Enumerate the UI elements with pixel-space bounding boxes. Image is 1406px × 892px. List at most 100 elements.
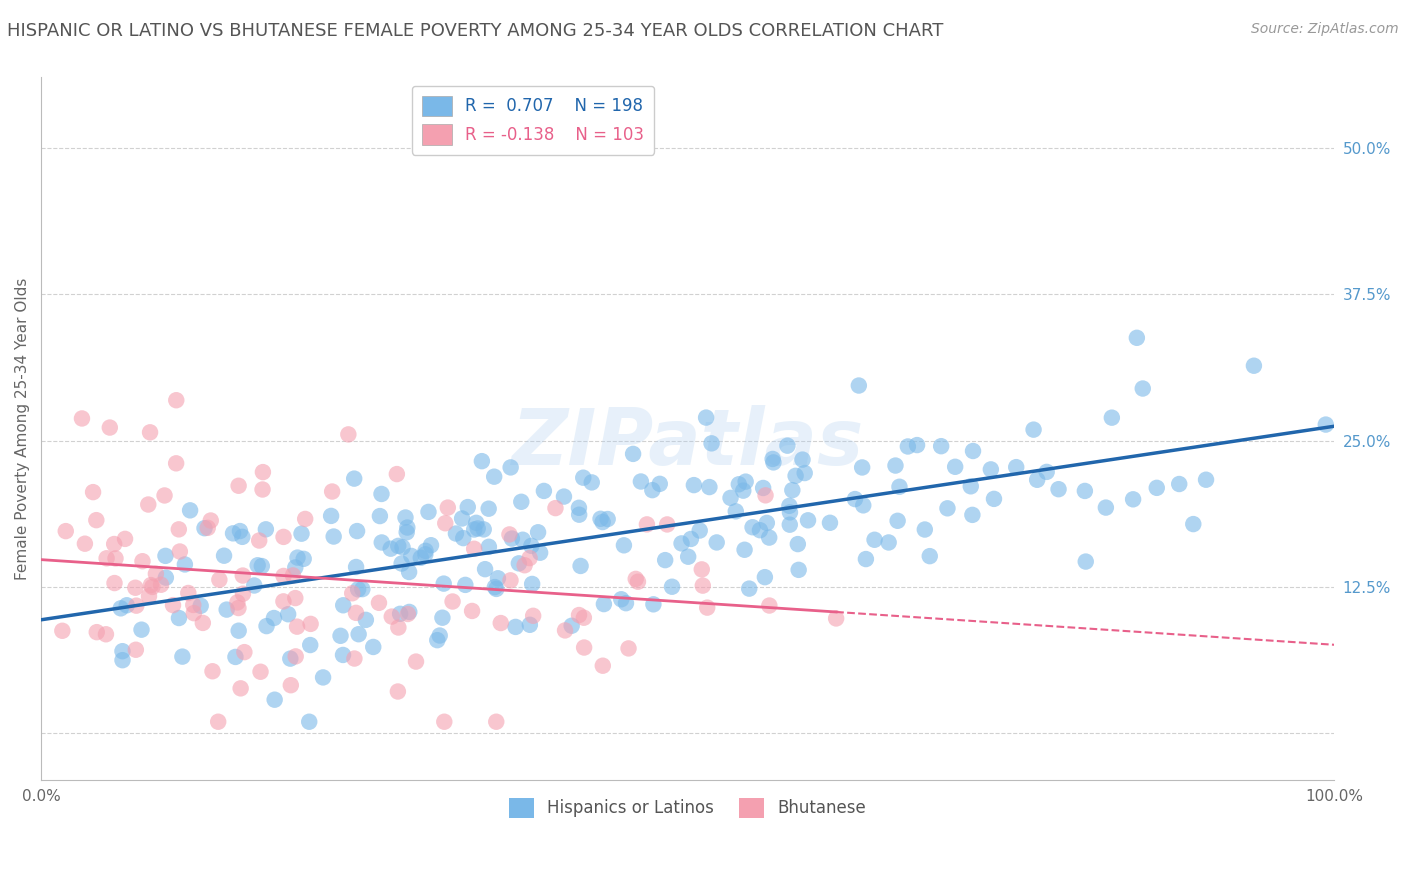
Point (478, 540, 501, 554)
Point (463, 523, 485, 537)
Point (394, 510, 416, 524)
Point (167, 522, 190, 536)
Point (346, 524, 368, 538)
Point (191, 615, 214, 630)
Point (505, 620, 527, 634)
Point (125, 642, 148, 657)
Point (287, 550, 309, 565)
Point (661, 580, 683, 594)
Point (624, 572, 647, 586)
Point (284, 560, 307, 574)
Point (292, 551, 315, 566)
Point (370, 487, 392, 501)
Point (332, 599, 354, 613)
Point (749, 523, 772, 537)
Point (284, 591, 307, 605)
Point (162, 598, 184, 612)
Point (405, 655, 427, 669)
Point (554, 624, 576, 638)
Point (889, 480, 911, 494)
Point (299, 616, 322, 631)
Point (347, 627, 370, 641)
Point (201, 665, 224, 679)
Point (389, 607, 412, 621)
Point (758, 599, 780, 613)
Point (848, 378, 870, 392)
Point (962, 508, 984, 522)
Point (863, 533, 886, 547)
Point (533, 483, 555, 498)
Point (254, 522, 277, 536)
Point (851, 460, 873, 475)
Point (418, 505, 440, 519)
Point (136, 498, 159, 512)
Point (247, 533, 270, 548)
Point (657, 517, 679, 532)
Point (544, 501, 567, 516)
Point (263, 611, 285, 625)
Point (167, 611, 190, 625)
Point (498, 527, 520, 541)
Point (231, 530, 253, 544)
Point (96, 551, 118, 566)
Point (222, 526, 245, 541)
Point (936, 501, 959, 516)
Point (643, 597, 665, 611)
Point (179, 503, 201, 517)
Point (474, 562, 496, 576)
Point (208, 573, 231, 587)
Point (463, 541, 485, 556)
Point (263, 692, 285, 706)
Point (433, 576, 456, 591)
Point (741, 520, 763, 534)
Point (786, 537, 808, 551)
Point (212, 549, 235, 563)
Point (706, 535, 728, 549)
Point (489, 615, 512, 630)
Point (281, 568, 304, 582)
Point (232, 568, 254, 582)
Point (86, 513, 108, 527)
Point (228, 479, 250, 493)
Point (512, 533, 534, 547)
Point (312, 670, 335, 684)
Point (758, 531, 780, 545)
Point (73, 537, 96, 551)
Point (250, 559, 273, 574)
Point (776, 439, 799, 453)
Point (886, 514, 908, 528)
Point (125, 599, 148, 613)
Point (485, 714, 508, 729)
Point (173, 558, 195, 572)
Point (733, 483, 755, 498)
Point (426, 633, 449, 648)
Point (1126, 331, 1149, 345)
Point (193, 521, 215, 535)
Point (636, 517, 658, 532)
Point (343, 651, 366, 665)
Point (256, 619, 278, 633)
Point (278, 651, 301, 665)
Point (1095, 500, 1118, 515)
Point (529, 546, 551, 560)
Point (181, 598, 204, 612)
Point (277, 607, 299, 622)
Point (1074, 483, 1097, 498)
Point (197, 521, 219, 535)
Point (787, 563, 810, 577)
Point (589, 512, 612, 526)
Point (486, 571, 509, 585)
Point (200, 514, 222, 528)
Point (252, 483, 274, 497)
Point (290, 526, 312, 541)
Point (207, 714, 229, 729)
Point (298, 714, 321, 729)
Point (676, 549, 699, 564)
Point (914, 523, 936, 537)
Point (94, 627, 117, 641)
Point (457, 500, 479, 514)
Point (434, 516, 457, 531)
Point (572, 611, 595, 625)
Point (371, 535, 394, 549)
Point (1243, 359, 1265, 373)
